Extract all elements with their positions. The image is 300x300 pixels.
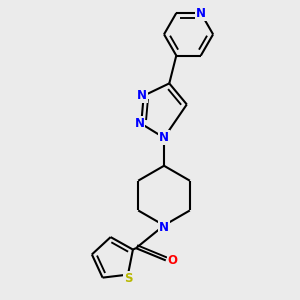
Text: N: N — [159, 131, 169, 144]
Text: S: S — [124, 272, 132, 285]
Text: O: O — [168, 254, 178, 267]
Text: N: N — [137, 89, 147, 102]
Text: N: N — [134, 117, 145, 130]
Text: N: N — [159, 220, 169, 234]
Text: N: N — [196, 7, 206, 20]
